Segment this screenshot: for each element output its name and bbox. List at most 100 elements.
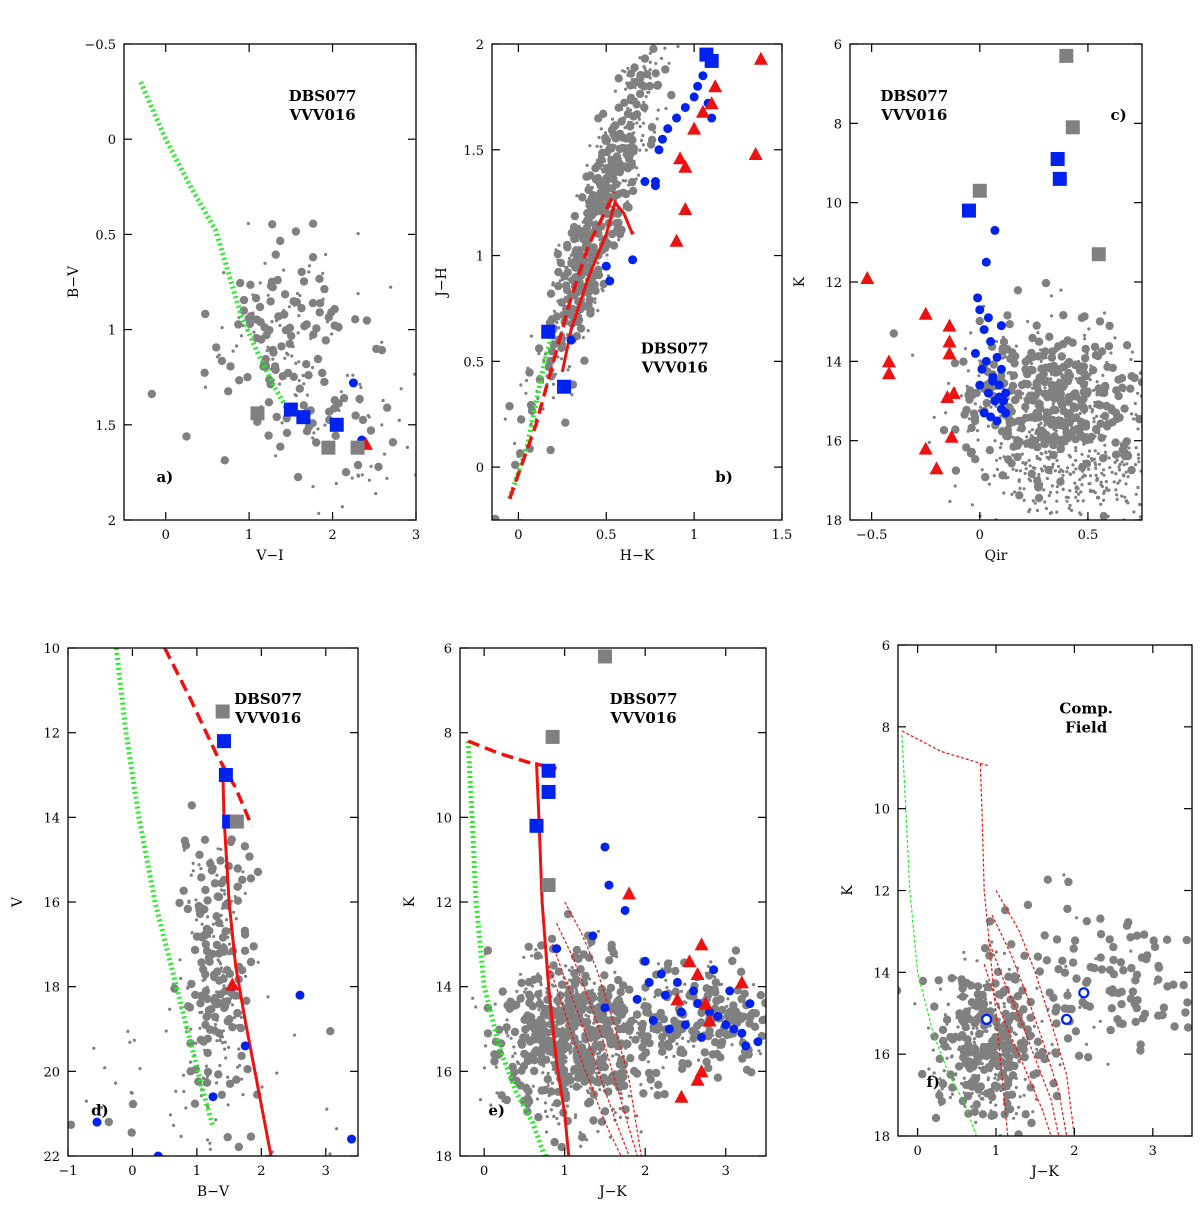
field-star [1105, 321, 1114, 331]
field-star [515, 989, 519, 994]
field-star [218, 1063, 222, 1068]
field-star [201, 885, 210, 895]
field-star [613, 1111, 617, 1115]
field-star [981, 1097, 985, 1101]
field-star [1099, 502, 1103, 506]
field-star [545, 1046, 554, 1055]
member-circle-marker [994, 392, 1004, 402]
field-star [1002, 491, 1006, 495]
field-star [1107, 404, 1116, 413]
field-star [1087, 449, 1092, 453]
field-star [1028, 333, 1037, 343]
field-star [386, 565, 389, 568]
field-star [720, 982, 724, 986]
field-star [1077, 425, 1081, 429]
field-star [523, 1094, 532, 1103]
field-star [614, 218, 623, 227]
member-circle-marker [208, 1092, 218, 1102]
field-star [1071, 403, 1080, 412]
field-star [541, 1055, 551, 1064]
field-star [1011, 395, 1020, 404]
field-star [648, 60, 652, 64]
field-star [224, 387, 233, 396]
isochrone-curve [979, 763, 1009, 1136]
field-star [1125, 462, 1129, 466]
field-star [305, 393, 309, 397]
field-star [1159, 1003, 1169, 1012]
field-star [968, 1002, 972, 1006]
field-star [1022, 424, 1026, 428]
field-star [961, 1063, 966, 1067]
field-star [1136, 1040, 1145, 1049]
field-star [1061, 469, 1065, 473]
field-star [200, 922, 204, 926]
field-star [179, 1134, 183, 1138]
x-tick-label: −1 [58, 1164, 77, 1179]
field-star [1020, 1038, 1029, 1048]
field-star [203, 977, 207, 981]
field-star [388, 438, 398, 447]
field-star [1131, 417, 1136, 421]
field-star [1049, 510, 1054, 515]
field-star [1152, 405, 1160, 413]
field-star [405, 445, 409, 449]
field-star [1099, 420, 1103, 424]
field-star [1117, 1000, 1126, 1009]
field-star [214, 949, 224, 958]
member-circle-marker [970, 348, 980, 358]
field-star [223, 1047, 227, 1051]
field-star [1011, 362, 1015, 366]
x-axis-label: V−I [255, 548, 283, 564]
field-star [975, 1077, 979, 1081]
field-star [1085, 1002, 1095, 1011]
member-circle-marker [753, 1037, 763, 1047]
field-star [546, 1080, 550, 1084]
field-star [208, 1141, 212, 1145]
field-star [353, 460, 363, 470]
field-star [127, 1128, 136, 1137]
field-star [204, 1006, 214, 1015]
field-star [951, 466, 961, 475]
field-star [559, 1066, 569, 1075]
field-star [1099, 480, 1103, 484]
field-star [624, 1046, 628, 1050]
field-star [975, 1048, 979, 1052]
field-star [1053, 367, 1062, 377]
field-star [955, 1016, 959, 1020]
field-star [999, 1089, 1003, 1093]
field-star [607, 172, 611, 176]
field-star [523, 990, 527, 994]
field-star [575, 990, 579, 994]
field-star [1051, 462, 1055, 466]
field-star [114, 1081, 118, 1085]
field-star [219, 847, 223, 851]
field-star [312, 431, 316, 435]
field-star [1096, 401, 1105, 410]
y-tick-label: 12 [43, 727, 60, 742]
y-axis-label: K [792, 276, 808, 287]
field-star [351, 315, 360, 324]
field-star [551, 281, 555, 285]
field-star [675, 967, 679, 971]
field-star [350, 476, 354, 480]
field-star [555, 1017, 564, 1026]
x-tick-label: 1.5 [772, 528, 793, 543]
field-star [1090, 408, 1095, 412]
field-star [697, 1007, 706, 1016]
field-star [1123, 495, 1127, 499]
field-star [1005, 1105, 1015, 1114]
field-star [1043, 410, 1052, 419]
field-star [752, 983, 756, 987]
field-star [974, 1120, 978, 1124]
field-star [328, 1152, 332, 1156]
field-star [664, 106, 668, 111]
field-star [567, 262, 571, 266]
field-star [1124, 918, 1133, 927]
field-star [613, 1074, 622, 1083]
field-star [987, 1111, 996, 1121]
field-star [220, 924, 224, 928]
field-star [511, 460, 520, 470]
field-star [1168, 375, 1176, 383]
